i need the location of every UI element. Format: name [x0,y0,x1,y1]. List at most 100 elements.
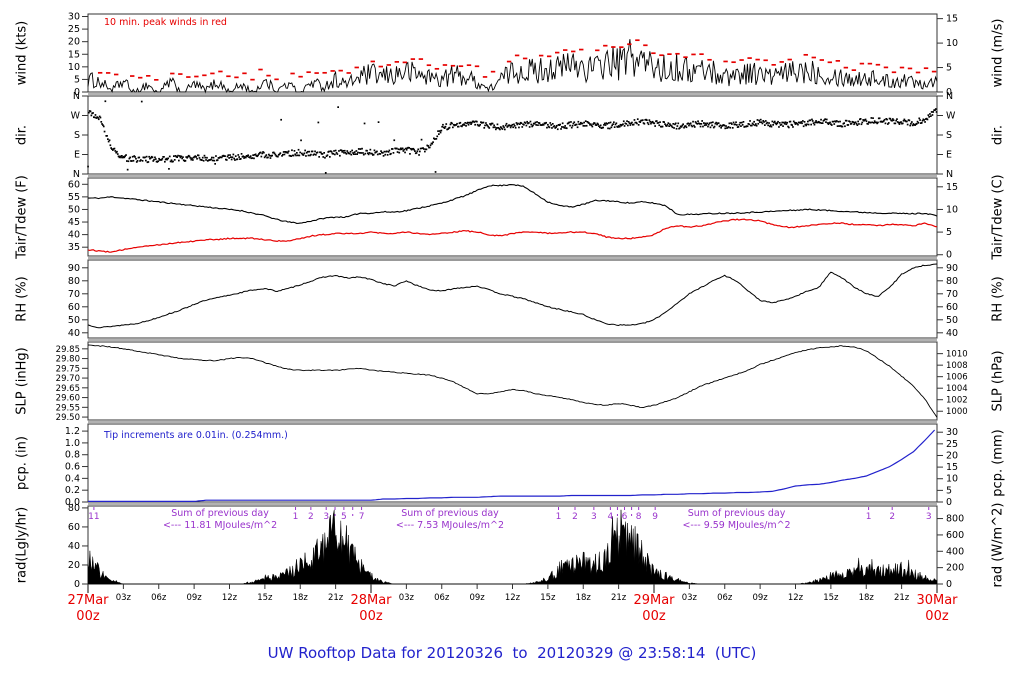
pcp-ytick-left-label: 0.0 [65,497,80,508]
dir-point [761,122,764,125]
rh-ytick-left-label: 60 [68,302,80,313]
dir-point [890,119,892,122]
dir-point [491,122,494,125]
dir-point [274,153,277,156]
dir-point [788,126,790,129]
dir-point [731,127,734,129]
dir-point [423,148,425,150]
dir-point [135,157,137,160]
dir-point [855,123,858,125]
dir-point [406,147,409,149]
dir-point [432,141,434,143]
dir-point [391,148,394,150]
dir-point [699,125,702,128]
dir-point [783,122,786,125]
dir-point [152,160,155,162]
dir-point [201,159,203,161]
rad-sum-label-line2: <--- 9.59 MJoules/m^2 [682,520,791,531]
slp-ytick-left-label: 29.80 [56,355,80,365]
dir-point [721,124,724,127]
dir-point [212,156,215,159]
dir-point [158,157,160,160]
dir-point [168,168,170,170]
dir-point [496,123,499,126]
dir-point [555,126,557,128]
dir-point [740,121,743,124]
dir-point [710,121,713,124]
dir-point [683,126,685,129]
dir-point [505,122,508,125]
dir-point [887,122,890,124]
dir-point [129,156,131,159]
temp-ytick-left-label: 50 [68,204,80,215]
dir-point [109,144,112,147]
dir-point [308,150,311,153]
x-minor-label: 12z [221,593,238,603]
dir-point [872,117,874,119]
dir-point [486,124,489,127]
pcp-ytick-right-label: 10 [946,474,958,485]
dir-point [501,128,504,130]
x-minor-label: 12z [504,593,521,603]
rh-ytick-right-label: 60 [946,302,958,313]
dir-point [825,121,827,123]
dir-point [464,122,467,124]
rad-milestone-label: 1 [866,512,872,522]
dir-point [282,153,284,156]
dir-point [709,126,712,129]
dir-point [484,124,486,127]
dir-point [923,119,925,121]
dir-point [253,157,255,160]
dir-point [740,125,742,127]
slp-ytick-right-label: 1010 [946,350,968,360]
dir-point [403,148,405,151]
rad-ytick-right-label: 400 [946,546,964,557]
rh-series [87,263,938,329]
dir-point [244,156,247,159]
dir-point [452,126,454,129]
dir-point [490,123,492,126]
dir-point [173,155,175,157]
dir-point [343,151,345,154]
dir-point [402,150,405,152]
dir-point [448,126,451,129]
dir-point [224,155,226,157]
dir-point [775,123,778,126]
dir-point [132,159,135,162]
dir-point [622,120,625,123]
wind-ytick-left-label: 0 [74,87,80,98]
dir-point [792,120,795,123]
dir-point [173,159,176,161]
dir-point [851,120,854,123]
dir-point [366,149,368,152]
dir-point [698,123,701,125]
dir-point [705,124,708,126]
ylabel-right-rad: rad (W/m^2) [990,502,1006,588]
dir-point [759,121,761,123]
slp-ytick-left-label: 29.70 [56,374,80,384]
dir-point [362,152,364,154]
dir-point [603,124,605,126]
dir-point [713,125,716,128]
pcp-ytick-left-label: 0.2 [65,485,80,496]
dir-point [476,120,478,123]
dir-point [664,123,666,125]
dir-point [369,148,372,151]
dir-point [257,154,259,157]
dir-point [499,126,502,128]
dir-point [97,118,100,121]
x-minor-label: 06z [717,593,733,603]
dir-point [824,118,826,120]
wind-ytick-left-label: 25 [68,24,80,35]
dir-point [211,159,214,162]
dir-point [627,121,630,123]
rad-milestone-label: 2 [572,512,578,522]
dir-point [585,124,588,127]
dir-point [911,124,914,127]
dir-point [230,156,232,158]
dir-point [697,120,699,123]
dir-point [707,123,710,126]
dir-point [413,148,415,151]
rad-sum-label-line1: Sum of previous day [171,508,269,519]
dir-point [419,147,422,150]
